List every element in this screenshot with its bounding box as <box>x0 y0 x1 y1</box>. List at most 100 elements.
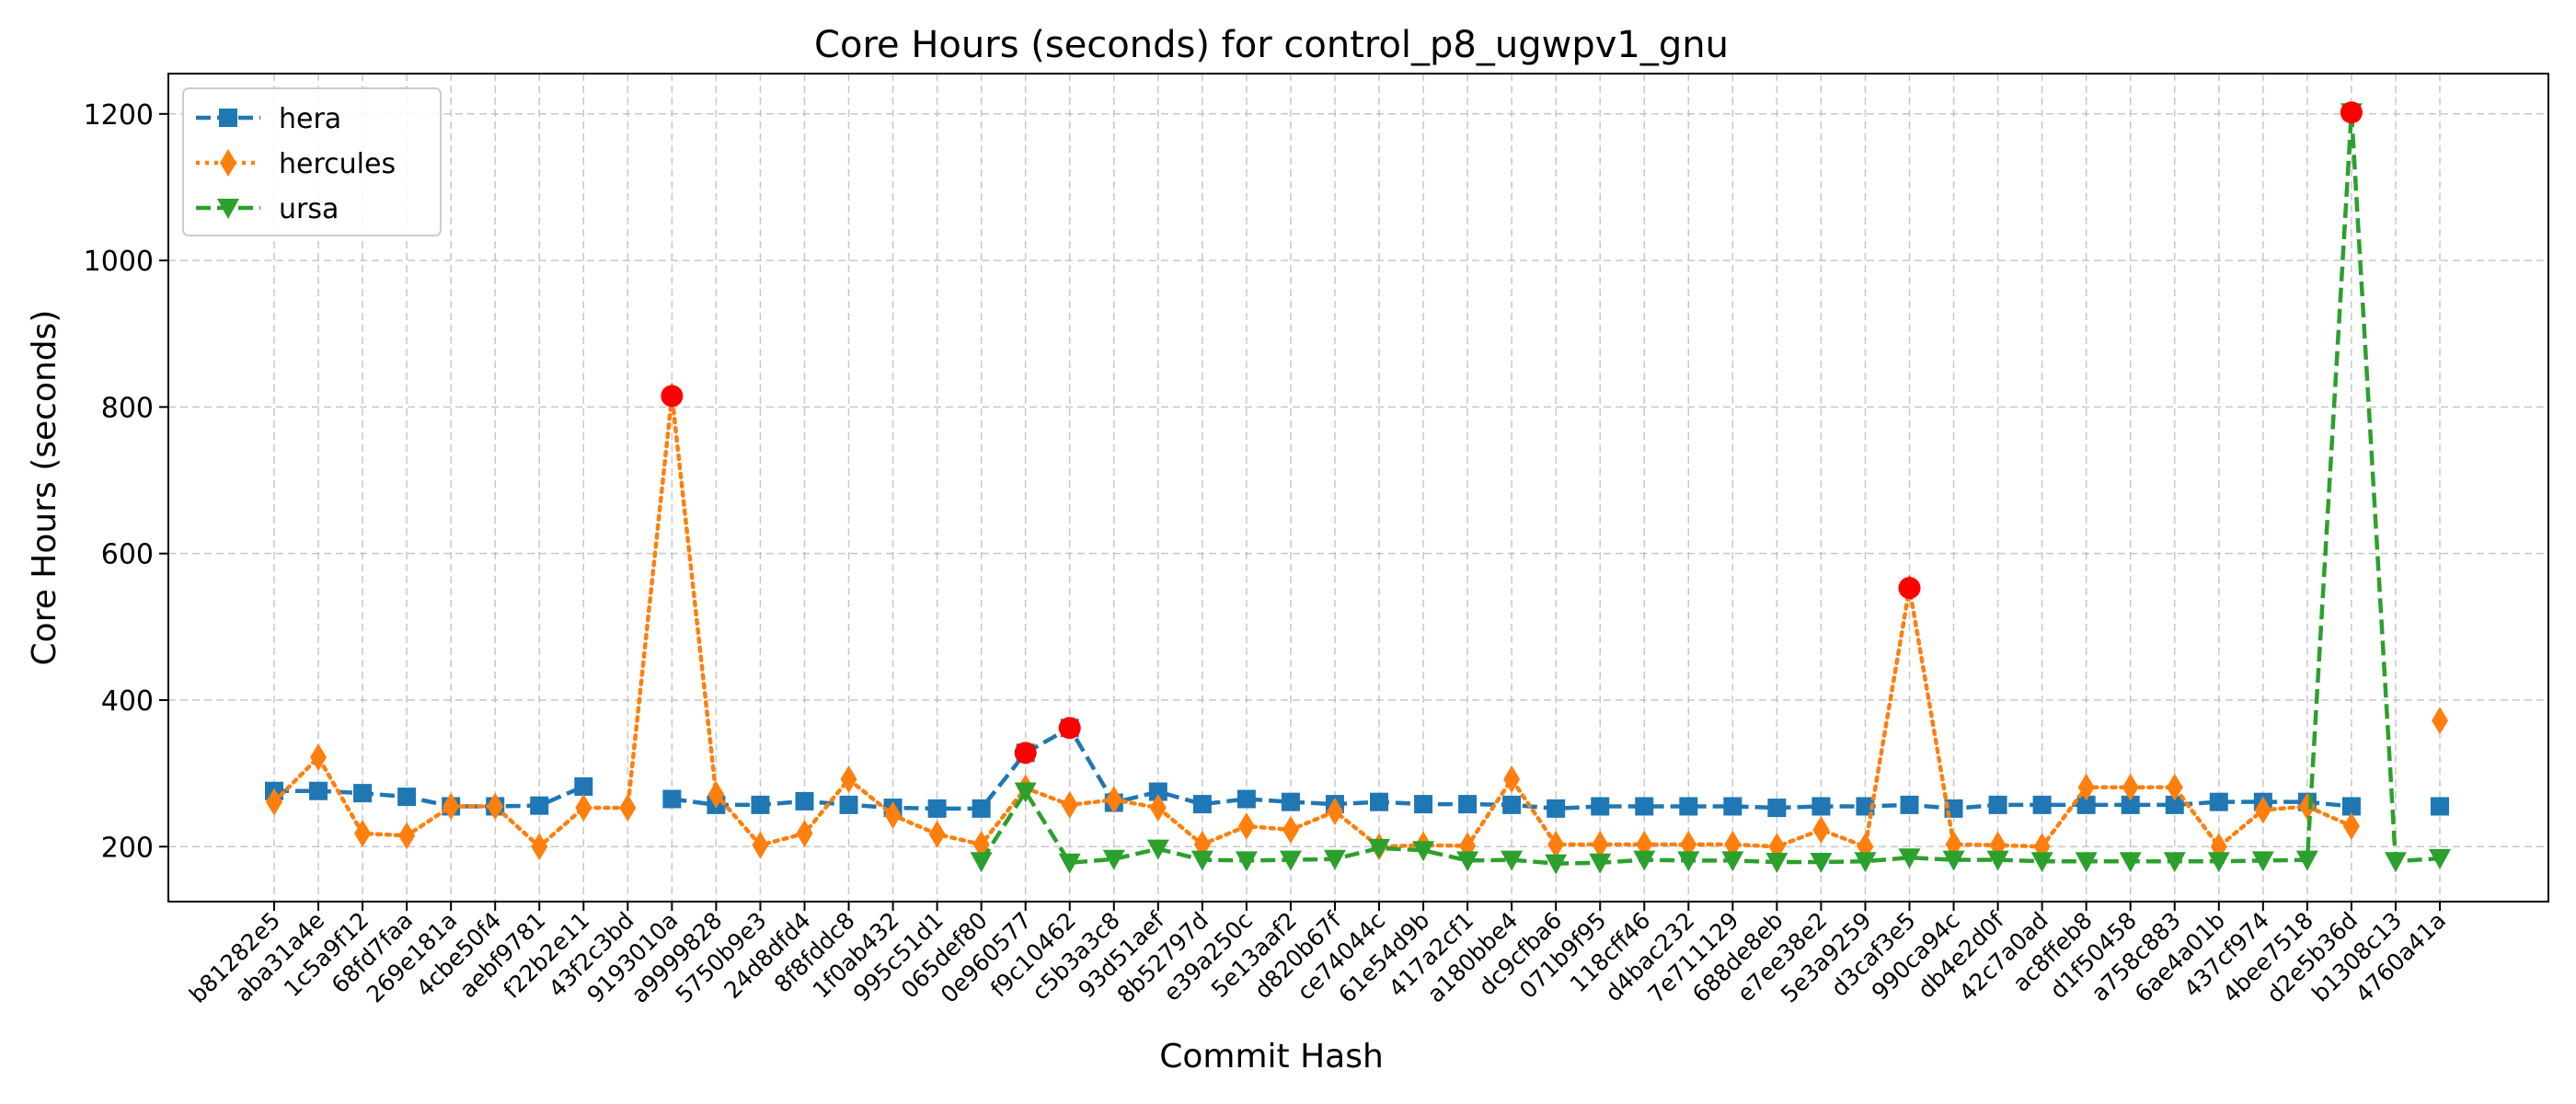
data-point-hercules <box>1061 790 1078 819</box>
series-line-ursa <box>979 112 2441 866</box>
data-point-hera <box>839 795 858 814</box>
data-point-ursa <box>1942 850 1965 871</box>
data-point-hera <box>309 781 328 800</box>
data-point-ursa <box>1456 851 1479 872</box>
data-point-ursa <box>1014 782 1037 803</box>
data-point-hercules <box>354 819 372 847</box>
data-point-hera <box>751 795 770 814</box>
data-point-hera <box>795 791 814 811</box>
anomaly-marker <box>1014 742 1037 765</box>
legend-label: ursa <box>279 193 339 225</box>
y-tick-label: 1000 <box>84 246 154 278</box>
data-point-hercules <box>1237 811 1255 840</box>
data-point-hercules <box>575 794 592 822</box>
data-point-hercules <box>531 833 548 861</box>
x-axis-label: Commit Hash <box>1159 1038 1384 1075</box>
data-point-hercules <box>2166 773 2183 801</box>
data-point-ursa <box>1146 839 1169 860</box>
y-tick-label: 1200 <box>84 99 154 132</box>
y-tick-label: 200 <box>101 832 154 864</box>
data-point-hercules <box>796 819 813 847</box>
data-point-hercules <box>1105 786 1122 814</box>
series-ursa <box>970 103 2451 875</box>
data-point-ursa <box>1986 850 2009 871</box>
data-point-hercules <box>619 794 637 822</box>
data-point-ursa <box>1854 852 1877 873</box>
data-point-hera <box>972 799 991 818</box>
data-point-ursa <box>970 852 993 873</box>
data-point-ursa <box>1545 854 1568 875</box>
data-point-hercules <box>840 765 857 793</box>
data-point-hercules <box>1149 794 1167 822</box>
anomaly-marker <box>2340 101 2363 124</box>
data-point-hera <box>1192 795 1212 814</box>
y-tick-label: 600 <box>101 539 154 571</box>
legend-box <box>182 87 442 236</box>
data-point-ursa <box>1412 841 1435 862</box>
data-point-ursa <box>1898 848 1921 869</box>
data-point-hercules <box>2342 811 2360 840</box>
data-point-hera <box>1547 799 1566 818</box>
data-point-hercules <box>1503 765 1521 793</box>
data-point-hera <box>927 799 947 818</box>
data-point-ursa <box>2119 852 2142 873</box>
data-point-ursa <box>2207 852 2230 873</box>
data-point-hercules <box>2254 796 2271 824</box>
data-point-hercules <box>2432 707 2448 735</box>
data-point-ursa <box>1810 852 1833 873</box>
data-point-hera <box>353 784 373 803</box>
data-point-hercules <box>398 822 416 850</box>
data-point-hera <box>2209 792 2228 811</box>
data-point-ursa <box>1058 853 1081 874</box>
data-point-hera <box>1635 797 1654 816</box>
data-point-ursa <box>1368 838 1391 859</box>
data-point-hercules <box>2122 773 2139 801</box>
anomaly-marker <box>1898 577 1921 600</box>
data-point-hera <box>1900 795 1919 814</box>
data-point-hera <box>2165 795 2184 814</box>
y-tick-label: 800 <box>101 392 154 424</box>
data-point-ursa <box>1323 849 1346 870</box>
legend-item-hercules: hercules <box>196 148 396 180</box>
data-point-hera <box>2431 797 2449 816</box>
data-point-ursa <box>1235 851 1258 872</box>
chart-title: Core Hours (seconds) for control_p8_ugwp… <box>814 24 1729 66</box>
data-point-hercules <box>1326 798 1343 826</box>
data-point-hera <box>2121 795 2140 814</box>
legend: hera hercules ursa <box>182 87 442 236</box>
data-point-hera <box>1856 797 1875 816</box>
data-point-hera <box>2032 795 2052 814</box>
data-point-ursa <box>1589 853 1612 874</box>
data-point-hera <box>1811 797 1831 816</box>
data-point-ursa <box>1501 850 1524 871</box>
data-point-hercules <box>707 780 725 809</box>
data-point-ursa <box>2295 850 2318 871</box>
data-point-ursa <box>1102 849 1125 870</box>
data-point-hercules <box>310 743 328 772</box>
data-point-ursa <box>1677 851 1700 872</box>
legend-item-ursa: ursa <box>196 193 339 225</box>
data-point-ursa <box>1190 850 1213 871</box>
data-point-hercules <box>2077 773 2095 801</box>
y-tick-label: 400 <box>101 685 154 718</box>
data-point-hera <box>1591 797 1610 816</box>
data-point-hera <box>1148 782 1167 801</box>
data-point-hera <box>574 776 593 796</box>
data-point-ursa <box>1721 851 1744 872</box>
data-point-hera <box>530 796 549 815</box>
data-point-hercules <box>1812 815 1830 844</box>
data-point-hera <box>1988 795 2007 814</box>
data-point-hera <box>662 789 682 809</box>
plot-frame <box>167 73 2549 903</box>
data-point-hercules <box>1282 815 1299 844</box>
data-point-hera <box>1236 789 1256 809</box>
legend-marker <box>220 149 236 177</box>
data-point-hercules <box>928 820 946 848</box>
data-point-ursa <box>2429 849 2451 870</box>
y-axis: 200 400 600 800 1000 1200 <box>84 99 168 864</box>
legend-marker <box>217 199 239 219</box>
data-point-ursa <box>1633 850 1656 871</box>
grid <box>168 74 2548 902</box>
data-point-hercules <box>1592 830 1609 858</box>
data-point-hera <box>1370 792 1389 811</box>
